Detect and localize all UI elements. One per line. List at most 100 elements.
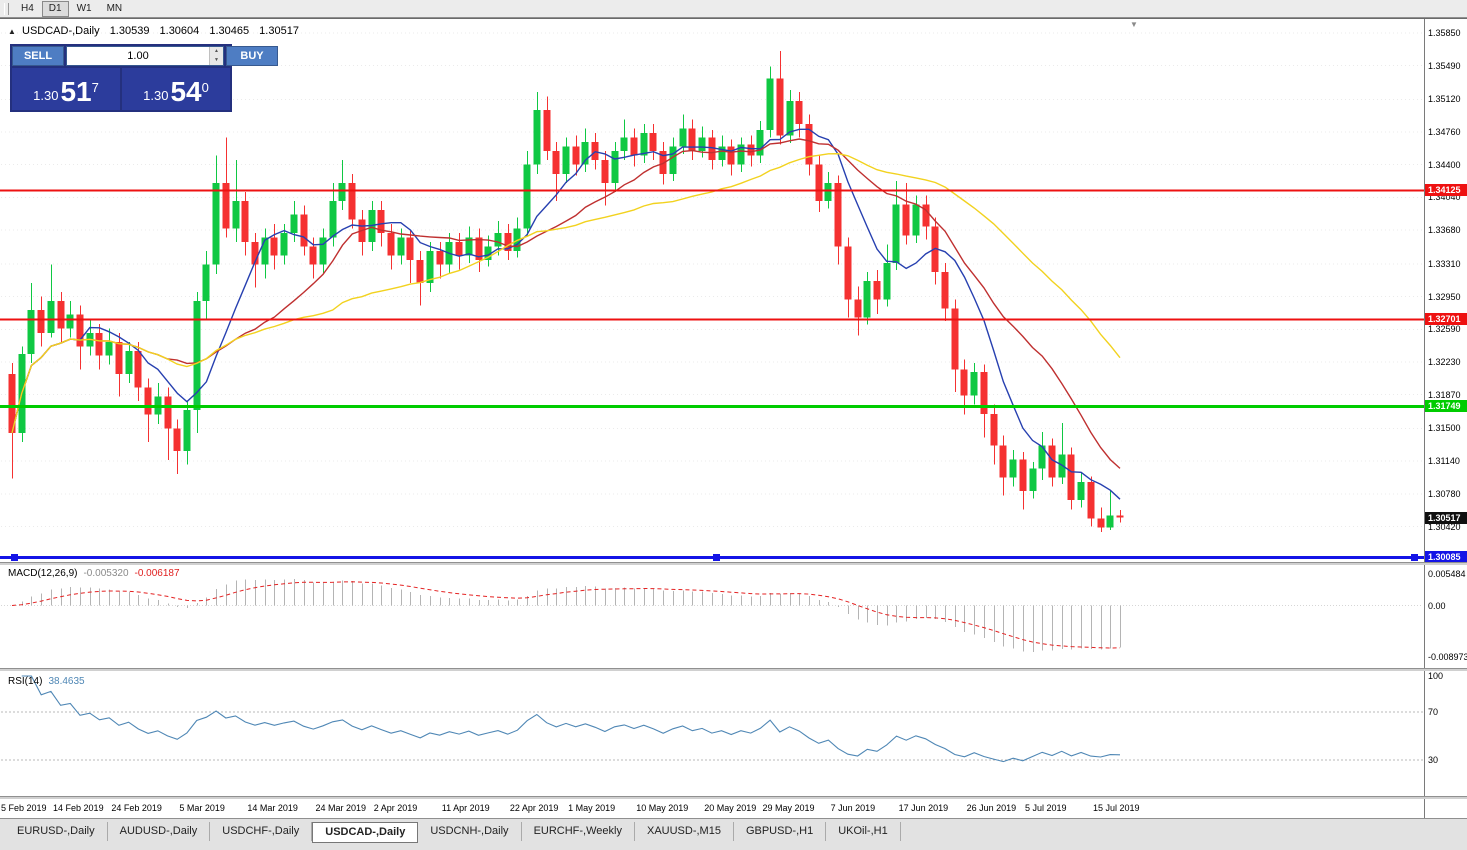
chart-window-border [0,18,1467,19]
date-axis-label: 20 May 2019 [704,803,757,813]
axis-label: 1.32590 [1428,324,1461,335]
axis-label: 70 [1428,707,1439,717]
tab-usdcnh-daily[interactable]: USDCNH-,Daily [418,822,522,841]
macd-name: MACD(12,26,9) [8,568,78,579]
date-axis-label: 5 Mar 2019 [179,803,225,813]
date-axis-label: 22 Apr 2019 [509,803,559,813]
period-mn-button[interactable]: MN [106,2,123,14]
buy-price-base: 1.30 [143,88,169,103]
buy-price[interactable]: 1.30 54 0 [122,68,230,110]
tab-usdchf-daily[interactable]: USDCHF-,Daily [210,822,313,841]
axis-label: 1.31870 [1428,389,1461,400]
rsi-indicator-label: RSI(14) 38.4635 [8,676,85,687]
volume-up-icon[interactable]: ▲ [210,47,223,56]
pane-splitter[interactable] [0,796,1467,799]
date-axis-label: 24 Feb 2019 [111,803,162,813]
tab-eurusd-daily[interactable]: EURUSD-,Daily [5,822,108,841]
date-axis-label: 17 Jun 2019 [898,803,949,813]
buy-button[interactable]: BUY [226,46,278,66]
axis-label: 1.30420 [1428,521,1461,532]
axis-label: 1.31500 [1428,423,1461,434]
axis-label: 0.00 [1428,600,1446,611]
buy-price-big: 54 [170,76,202,107]
chart-title: USDCAD-,Daily 1.30539 1.30604 1.30465 1.… [22,25,299,37]
period-buttons: H4 D1 W1 MN [14,0,130,17]
date-axis-label: 14 Mar 2019 [247,803,298,813]
bid-price-tag: 1.30517 [1425,511,1467,524]
macd-signal-value: -0.006187 [134,568,180,579]
axis-label: 100 [1428,671,1444,681]
date-axis-label: 24 Mar 2019 [315,803,366,813]
axis-label: 1.33680 [1428,225,1461,236]
ohlc-low: 1.30465 [209,25,250,37]
tab-ukoil-h1[interactable]: UKOil-,H1 [826,822,901,841]
date-axis-label: 14 Feb 2019 [53,803,104,813]
hline-price-tag: 1.32701 [1425,313,1467,326]
ohlc-high: 1.30604 [159,25,200,37]
chart-tab-bar: EURUSD-,Daily AUDUSD-,Daily USDCHF-,Daily U… [0,818,1467,850]
rsi-name: RSI(14) [8,676,43,687]
sell-price[interactable]: 1.30 51 7 [12,68,120,110]
date-axis-label: 5 Feb 2019 [1,803,47,813]
tab-xauusd-m15[interactable]: XAUUSD-,M15 [634,822,734,841]
ohlc-close: 1.30517 [259,25,299,37]
volume-input[interactable] [67,47,209,65]
axis-label: 1.34760 [1428,127,1461,137]
rsi-value: 38.4635 [48,676,85,687]
tab-eurchf-weekly[interactable]: EURCHF-,Weekly [521,822,635,841]
axis-label: 30 [1428,755,1439,765]
axis-label: 1.31140 [1428,456,1460,467]
tab-usdcad-daily[interactable]: USDCAD-,Daily [312,822,419,843]
date-axis-label: 29 May 2019 [762,803,815,813]
pane-splitter[interactable] [0,668,1467,671]
axis-label: 1.35120 [1428,94,1461,105]
period-h4-button[interactable]: H4 [21,2,34,14]
axis-label: 1.35850 [1428,27,1461,38]
macd-indicator-label: MACD(12,26,9) -0.005320 -0.006187 [8,568,180,579]
axis-label: 1.32950 [1428,291,1461,302]
sell-price-base: 1.30 [33,88,59,103]
axis-label: 1.30780 [1428,488,1461,499]
hline-price-tag: 1.30085 [1425,551,1467,563]
axis-label: 1.35490 [1428,60,1461,71]
chart-symbol-period: USDCAD-,Daily [22,25,100,37]
date-axis-label: 1 May 2019 [568,803,616,813]
sell-button[interactable]: SELL [12,46,64,66]
hline-price-tag: 1.31749 [1425,399,1467,412]
date-axis-label: 11 Apr 2019 [441,803,490,813]
axis-label: -0.008973 [1428,651,1467,662]
ohlc-open: 1.30539 [109,25,150,37]
tab-gbpusd-h1[interactable]: GBPUSD-,H1 [733,822,827,841]
volume-field: ▲ ▼ [66,46,224,66]
date-axis-label: 15 Jul 2019 [1093,803,1140,813]
volume-spinner: ▲ ▼ [209,47,223,65]
buy-price-sup: 0 [201,80,209,95]
axis-label: 0.005484 [1428,569,1466,580]
sell-price-big: 51 [60,76,92,107]
price-axis: 1.35850 1.35490 1.35120 1.34760 1.34400 1.340… [1424,19,1467,818]
date-axis-label: 10 May 2019 [636,803,689,813]
hline-price-tag: 1.34125 [1425,183,1467,196]
date-axis: 5 Feb 2019 14 Feb 2019 24 Feb 2019 5 Mar 20… [0,799,1424,818]
period-w1-button[interactable]: W1 [76,2,92,14]
chart-shift-marker-icon[interactable]: ▼ [1130,20,1138,29]
chart-canvas[interactable] [0,0,1424,818]
pane-splitter[interactable] [0,562,1467,565]
date-axis-label: 7 Jun 2019 [830,803,876,813]
date-axis-label: 2 Apr 2019 [373,803,418,813]
period-d1-button[interactable]: D1 [41,0,69,17]
tab-audusd-daily[interactable]: AUDUSD-,Daily [107,822,211,841]
sell-price-sup: 7 [91,80,99,95]
one-click-trading-toggle-icon[interactable]: ▲ [8,27,16,36]
date-axis-label: 5 Jul 2019 [1024,803,1067,813]
toolbar-grip[interactable] [4,2,9,15]
timeframe-toolbar: H4 D1 W1 MN [0,0,1467,18]
axis-label: 1.34400 [1428,159,1461,170]
volume-down-icon[interactable]: ▼ [210,56,223,65]
axis-label: 1.34040 [1428,192,1461,203]
axis-label: 1.33310 [1428,258,1461,269]
macd-main-value: -0.005320 [83,568,129,579]
axis-label: 1.32230 [1428,357,1461,367]
